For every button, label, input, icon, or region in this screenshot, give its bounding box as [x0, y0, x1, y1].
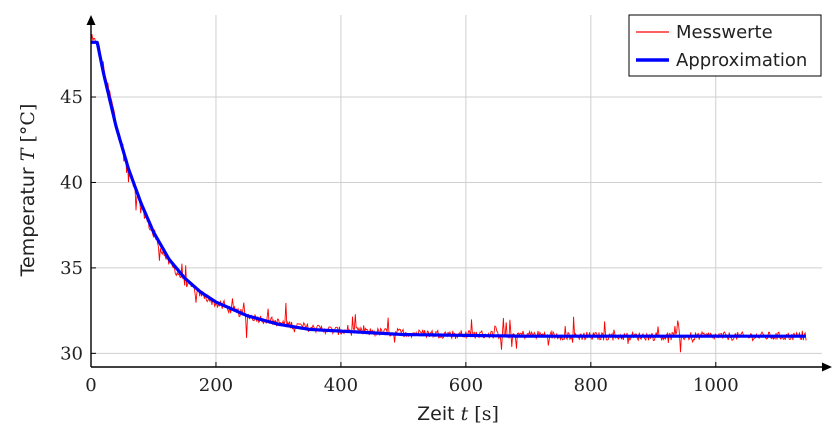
legend-box	[628, 14, 822, 77]
x-tick-label: 200	[199, 375, 233, 396]
y-axis-label-text: Temperatur	[17, 167, 39, 277]
y-tick-label: 40	[60, 172, 83, 193]
legend-label-messwerte: Messwerte	[676, 22, 773, 43]
y-tick-label: 45	[60, 87, 83, 108]
x-tick-label: 800	[574, 375, 608, 396]
y-axis-label-unit: [°C]	[17, 104, 39, 143]
y-tick-label: 35	[60, 258, 83, 279]
x-axis-label: Zeit t [s]	[417, 403, 499, 425]
grid	[91, 15, 822, 367]
x-tick-label: 400	[324, 375, 358, 396]
x-tick-label: 0	[85, 375, 96, 396]
x-axis-label-var: t	[461, 403, 469, 425]
legend: Messwerte Approximation	[628, 14, 822, 77]
x-tick-label: 600	[449, 375, 483, 396]
series-line-messwerte	[90, 34, 807, 353]
y-tick-label: 30	[60, 343, 83, 364]
x-axis-label-text: Zeit	[417, 403, 454, 425]
y-axis-arrow-icon	[86, 15, 96, 25]
x-axis-arrow-icon	[822, 362, 832, 372]
x-axis-label-unit: [s]	[474, 403, 499, 425]
legend-label-approximation: Approximation	[676, 50, 807, 71]
tick-layer: 0 200 400 600 800 1000 30 35 40 45	[60, 87, 739, 396]
y-axis-label-var: T	[17, 147, 39, 161]
y-axis-label: Temperatur T [°C]	[17, 104, 39, 278]
series-line-approximation	[90, 40, 807, 338]
series-layer	[90, 34, 807, 353]
x-tick-label: 1000	[693, 375, 739, 396]
